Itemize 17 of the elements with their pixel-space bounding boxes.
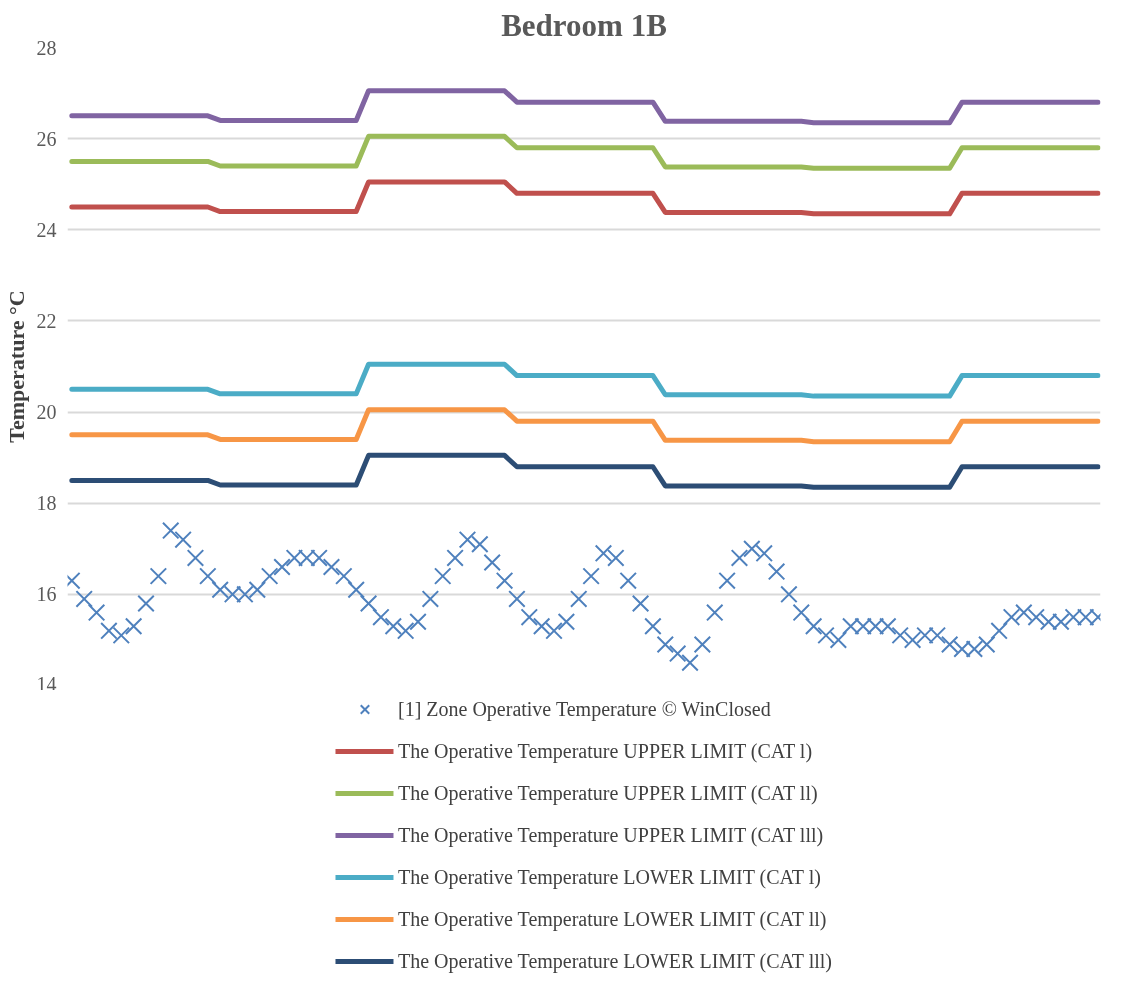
legend-label: The Operative Temperature LOWER LIMIT (CAT l) [397, 865, 821, 889]
y-tick-label: 16 [36, 583, 57, 606]
y-tick-label: 14 [36, 672, 57, 695]
legend-label: The Operative Temperature UPPER LIMIT (CAT l) [397, 739, 813, 763]
y-tick-label: 18 [36, 492, 57, 515]
y-tick-label: 22 [36, 309, 57, 332]
legend-label: The Operative Temperature UPPER LIMIT (CAT lll) [397, 823, 824, 847]
y-tick-label: 20 [36, 401, 57, 424]
legend-label: The Operative Temperature LOWER LIMIT (CAT lll) [397, 949, 833, 973]
y-tick-label: 28 [36, 36, 57, 59]
y-axis-title: Temperature °C [3, 290, 29, 443]
chart-title: Bedroom 1B [501, 7, 667, 43]
legend-label: The Operative Temperature UPPER LIMIT (CAT ll) [397, 781, 818, 805]
y-tick-label: 24 [36, 218, 57, 241]
legend-label: [1] Zone Operative Temperature © WinClosed [397, 697, 771, 721]
legend-label: The Operative Temperature LOWER LIMIT (CAT ll) [397, 907, 827, 931]
y-tick-label: 26 [36, 127, 57, 150]
